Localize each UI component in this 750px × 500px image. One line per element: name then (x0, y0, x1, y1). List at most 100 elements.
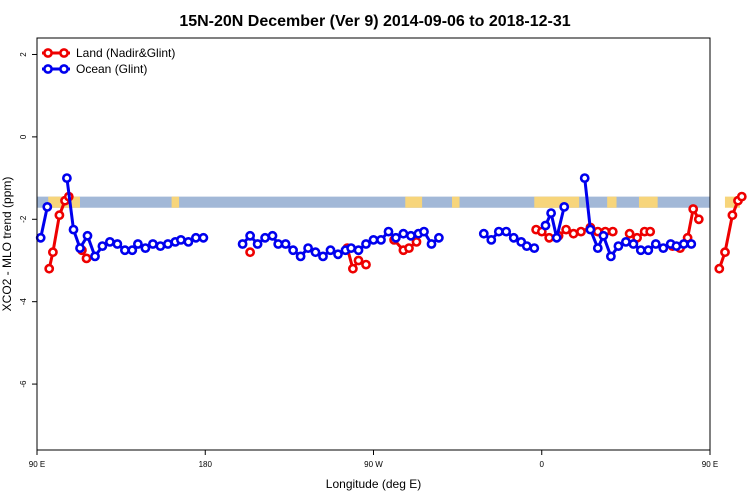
data-point (521, 241, 532, 251)
data-point (398, 228, 409, 239)
data-point (68, 224, 79, 235)
data-point (353, 255, 364, 266)
y-tick-label: -6 (19, 380, 28, 388)
y-tick-label: 2 (19, 52, 28, 57)
data-point (175, 234, 186, 245)
data-point (361, 239, 371, 249)
series-layer (35, 173, 747, 274)
data-point (390, 232, 401, 243)
data-point (621, 236, 631, 247)
data-point (81, 253, 92, 264)
x-axis-label: Longitude (deg E) (326, 477, 421, 491)
y-tick-label: -4 (19, 298, 28, 306)
data-point (693, 214, 704, 225)
data-point (183, 236, 194, 247)
data-point (303, 243, 313, 253)
legend-label: Ocean (Glint) (76, 62, 147, 76)
legend-item: Ocean (Glint) (42, 62, 147, 76)
data-point (383, 226, 394, 237)
data-point (280, 239, 291, 249)
data-point (613, 241, 624, 251)
data-point (736, 191, 747, 202)
data-point (658, 243, 669, 253)
x-tick-label: 90 W (364, 460, 383, 469)
data-point (198, 232, 209, 243)
data-point (90, 251, 100, 262)
data-point (42, 201, 53, 212)
series-line (544, 206, 566, 240)
data-point (568, 228, 579, 239)
chart-title: 15N-20N December (Ver 9) 2014-09-06 to 2… (179, 13, 570, 30)
data-point (585, 224, 596, 235)
data-point (82, 230, 93, 241)
data-point (628, 239, 639, 249)
data-point (260, 232, 270, 243)
data-point (190, 232, 201, 243)
data-point (433, 232, 444, 243)
data-point (688, 204, 699, 214)
data-point (426, 239, 437, 249)
data-point (127, 245, 138, 256)
data-point (105, 236, 115, 247)
data-point (624, 228, 635, 239)
data-point (333, 249, 343, 260)
x-tick-label: 180 (199, 460, 213, 469)
data-point (361, 259, 371, 270)
data-point (607, 226, 618, 237)
data-point (686, 239, 697, 249)
land-patch (452, 196, 460, 208)
data-point (635, 245, 646, 256)
land-patch (171, 196, 180, 208)
land-patch (534, 196, 580, 208)
data-point (376, 234, 386, 245)
data-point (540, 220, 551, 231)
data-point (155, 241, 166, 251)
y-tick-label: 0 (19, 134, 28, 139)
legend-marker (43, 64, 53, 74)
series-line (39, 206, 49, 239)
y-axis-label: XCO2 - MLO trend (ppm) (0, 177, 14, 312)
x-tick-label: 0 (540, 460, 545, 469)
legend-marker (59, 64, 69, 74)
data-point (62, 173, 72, 183)
data-point (140, 243, 151, 253)
data-point (678, 239, 689, 249)
data-point (546, 208, 556, 218)
data-point (267, 230, 278, 241)
data-point (44, 263, 55, 274)
ocean-band (37, 196, 710, 208)
data-point (411, 236, 422, 247)
data-point (252, 239, 263, 249)
data-point (551, 232, 562, 243)
series-1 (35, 173, 697, 262)
land-mask-band (37, 196, 740, 208)
data-point (318, 251, 328, 262)
data-point (508, 232, 519, 243)
data-point (310, 247, 321, 258)
data-point (598, 230, 609, 241)
data-point (347, 263, 358, 274)
data-point (650, 239, 661, 249)
data-point (147, 239, 158, 249)
data-point (288, 245, 298, 256)
data-point (592, 243, 603, 253)
data-point (404, 243, 414, 253)
data-point (606, 251, 616, 262)
legend-marker (43, 48, 53, 58)
data-point (419, 226, 429, 237)
data-point (579, 173, 590, 183)
y-tick-label: -2 (19, 215, 28, 223)
data-point (727, 210, 738, 221)
data-point (544, 232, 555, 243)
data-point (54, 210, 65, 221)
data-point (353, 245, 364, 256)
y-axis-ticks: 2 0 -2 -4 -6 (19, 52, 37, 388)
x-tick-label: 90 E (29, 460, 45, 469)
data-point (486, 234, 497, 245)
data-point (368, 234, 379, 245)
data-point (245, 230, 255, 241)
data-point (478, 228, 489, 239)
land-patch (638, 196, 658, 208)
data-point (576, 226, 586, 237)
data-point (325, 245, 336, 256)
